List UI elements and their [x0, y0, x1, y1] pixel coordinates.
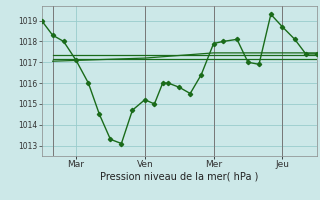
X-axis label: Pression niveau de la mer( hPa ): Pression niveau de la mer( hPa ) [100, 172, 258, 182]
